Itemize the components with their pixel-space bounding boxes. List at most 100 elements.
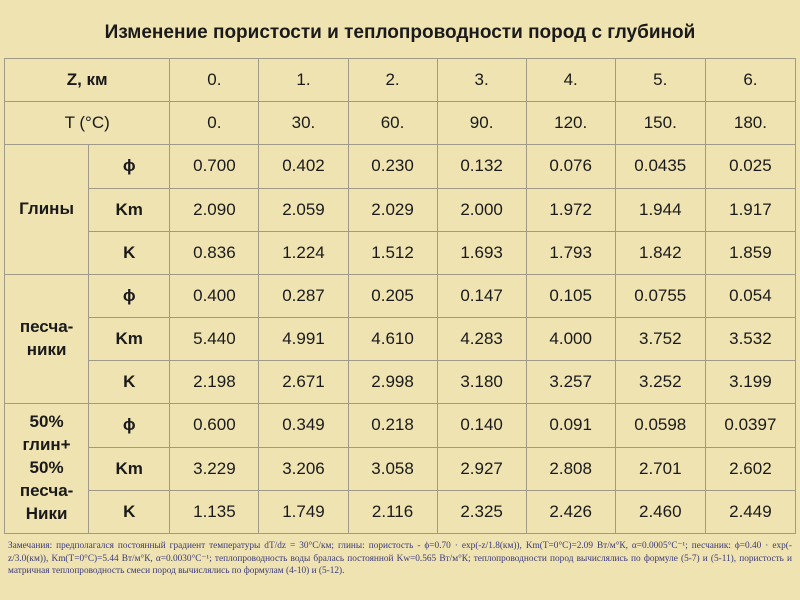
table-cell: 5.440 bbox=[169, 317, 260, 362]
data-table: Z, км 0. 1. 2. 3. 4. 5. 6. T (°C) 0. 30.… bbox=[3, 57, 797, 535]
temperature-cell: 90. bbox=[436, 101, 527, 146]
rock-group-label-line: 50% bbox=[29, 412, 64, 432]
table-cell: 2.059 bbox=[258, 187, 349, 232]
table-row: Km 2.090 2.059 2.029 2.000 1.972 1.944 1.917 bbox=[5, 187, 797, 232]
temperature-cell: 60. bbox=[347, 101, 438, 146]
table-row: K 2.198 2.671 2.998 3.180 3.257 3.252 3.199 bbox=[5, 360, 797, 405]
table-row: K 1.135 1.749 2.116 2.325 2.426 2.460 2.449 bbox=[5, 489, 797, 535]
table-cell: 4.000 bbox=[525, 317, 616, 362]
rock-group-label-line: 50% bbox=[29, 458, 64, 478]
table-cell: 2.426 bbox=[525, 489, 616, 535]
table-cell: 0.400 bbox=[169, 273, 260, 319]
table-cell: 2.927 bbox=[436, 446, 527, 491]
table-cell: 2.029 bbox=[347, 187, 438, 232]
depth-row: Z, км 0. 1. 2. 3. 4. 5. 6. bbox=[3, 57, 797, 103]
temperature-cell: 180. bbox=[704, 101, 797, 146]
depth-cell: 1. bbox=[258, 57, 349, 103]
table-cell: 3.532 bbox=[704, 317, 797, 362]
table-cell: 1.224 bbox=[258, 230, 349, 275]
table-cell: 1.944 bbox=[614, 187, 706, 232]
table-cell: 0.0397 bbox=[704, 403, 797, 448]
table-cell: 1.512 bbox=[347, 230, 438, 275]
table-cell: 0.205 bbox=[347, 273, 438, 319]
table-cell: 2.090 bbox=[169, 187, 260, 232]
table-cell: 1.793 bbox=[525, 230, 616, 275]
table-cell: 2.602 bbox=[704, 446, 797, 491]
depth-cell: 4. bbox=[525, 57, 616, 103]
rock-group-label: 50% глин+ 50% песча- Ники bbox=[3, 403, 90, 534]
table-cell: 1.749 bbox=[258, 489, 349, 535]
table-cell: 0.091 bbox=[525, 403, 616, 448]
table-cell: 0.230 bbox=[347, 144, 438, 189]
table-cell: 4.991 bbox=[258, 317, 349, 362]
parameter-symbol: K bbox=[88, 360, 171, 405]
table-cell: 0.287 bbox=[258, 273, 349, 319]
temperature-cell: 0. bbox=[169, 101, 260, 146]
table-cell: 0.218 bbox=[347, 403, 438, 448]
table-cell: 4.610 bbox=[347, 317, 438, 362]
table-cell: 3.229 bbox=[169, 446, 260, 491]
table-cell: 0.147 bbox=[436, 273, 527, 319]
temperature-cell: 150. bbox=[614, 101, 706, 146]
table-cell: 1.972 bbox=[525, 187, 616, 232]
table-cell: 0.054 bbox=[704, 273, 797, 319]
table-cell: 3.206 bbox=[258, 446, 349, 491]
table-cell: 0.076 bbox=[525, 144, 616, 189]
notes-text: Замечания: предполагался постоянный град… bbox=[8, 541, 792, 577]
table-cell: 3.257 bbox=[525, 360, 616, 405]
parameter-symbol: Km bbox=[88, 187, 171, 232]
table-row: песча-ники ϕ 0.400 0.287 0.205 0.147 0.105 0.07… bbox=[3, 273, 797, 405]
parameter-symbol: K bbox=[88, 489, 171, 535]
depth-cell: 3. bbox=[436, 57, 527, 103]
depth-cell: 5. bbox=[614, 57, 706, 103]
table-cell: 2.671 bbox=[258, 360, 349, 405]
page-title: Изменение пористости и теплопроводности … bbox=[104, 22, 696, 43]
table-cell: 1.842 bbox=[614, 230, 706, 275]
table-cell: 4.283 bbox=[436, 317, 527, 362]
table-cell: 1.693 bbox=[436, 230, 527, 275]
table-row: Km 5.440 4.991 4.610 4.283 4.000 3.752 3.532 bbox=[5, 317, 797, 362]
table-cell: 3.180 bbox=[436, 360, 527, 405]
parameter-symbol: Km bbox=[88, 317, 171, 362]
table-cell: 3.199 bbox=[704, 360, 797, 405]
table-row: Глины ϕ 0.700 0.402 0.230 0.132 0.076 0.0435 0.0… bbox=[3, 144, 797, 275]
rock-group-label-line: Глины bbox=[19, 199, 74, 219]
table-cell: 2.116 bbox=[347, 489, 438, 535]
table-cell: 2.449 bbox=[704, 489, 797, 535]
parameter-symbol: ϕ bbox=[88, 403, 171, 448]
table-cell: 0.0435 bbox=[614, 144, 706, 189]
table-cell: 2.460 bbox=[614, 489, 706, 535]
table-cell: 0.700 bbox=[169, 144, 260, 189]
table-cell: 2.198 bbox=[169, 360, 260, 405]
depth-cell: 2. bbox=[347, 57, 438, 103]
rock-group-label-line: песча- bbox=[19, 317, 74, 337]
table-cell: 1.859 bbox=[704, 230, 797, 275]
table-cell: 2.998 bbox=[347, 360, 438, 405]
table-cell: 0.105 bbox=[525, 273, 616, 319]
table-row: K 0.836 1.224 1.512 1.693 1.793 1.842 1.859 bbox=[5, 230, 797, 275]
depth-label: Z, км bbox=[3, 57, 171, 103]
temperature-label: T (°C) bbox=[3, 101, 171, 146]
parameter-symbol: K bbox=[88, 230, 171, 275]
parameter-symbol: Km bbox=[88, 446, 171, 491]
table-row: Km 3.229 3.206 3.058 2.927 2.808 2.701 2.602 bbox=[5, 446, 797, 491]
table-cell: 3.752 bbox=[614, 317, 706, 362]
depth-cell: 0. bbox=[169, 57, 260, 103]
table-cell: 3.252 bbox=[614, 360, 706, 405]
table-cell: 0.402 bbox=[258, 144, 349, 189]
table-cell: 0.0598 bbox=[614, 403, 706, 448]
temperature-cell: 120. bbox=[525, 101, 616, 146]
rock-group-label: Глины bbox=[3, 144, 90, 275]
table-cell: 2.808 bbox=[525, 446, 616, 491]
rock-group-label-line: ники bbox=[26, 340, 67, 360]
rock-group-label-line: Ники bbox=[25, 504, 68, 524]
rock-group-label: песча-ники bbox=[3, 273, 90, 405]
table-cell: 1.917 bbox=[704, 187, 797, 232]
table-cell: 3.058 bbox=[347, 446, 438, 491]
table-cell: 1.135 bbox=[169, 489, 260, 535]
table-cell: 0.349 bbox=[258, 403, 349, 448]
table-cell: 2.325 bbox=[436, 489, 527, 535]
table-cell: 2.000 bbox=[436, 187, 527, 232]
rock-group-label-line: глин+ bbox=[22, 435, 71, 455]
temperature-cell: 30. bbox=[258, 101, 349, 146]
